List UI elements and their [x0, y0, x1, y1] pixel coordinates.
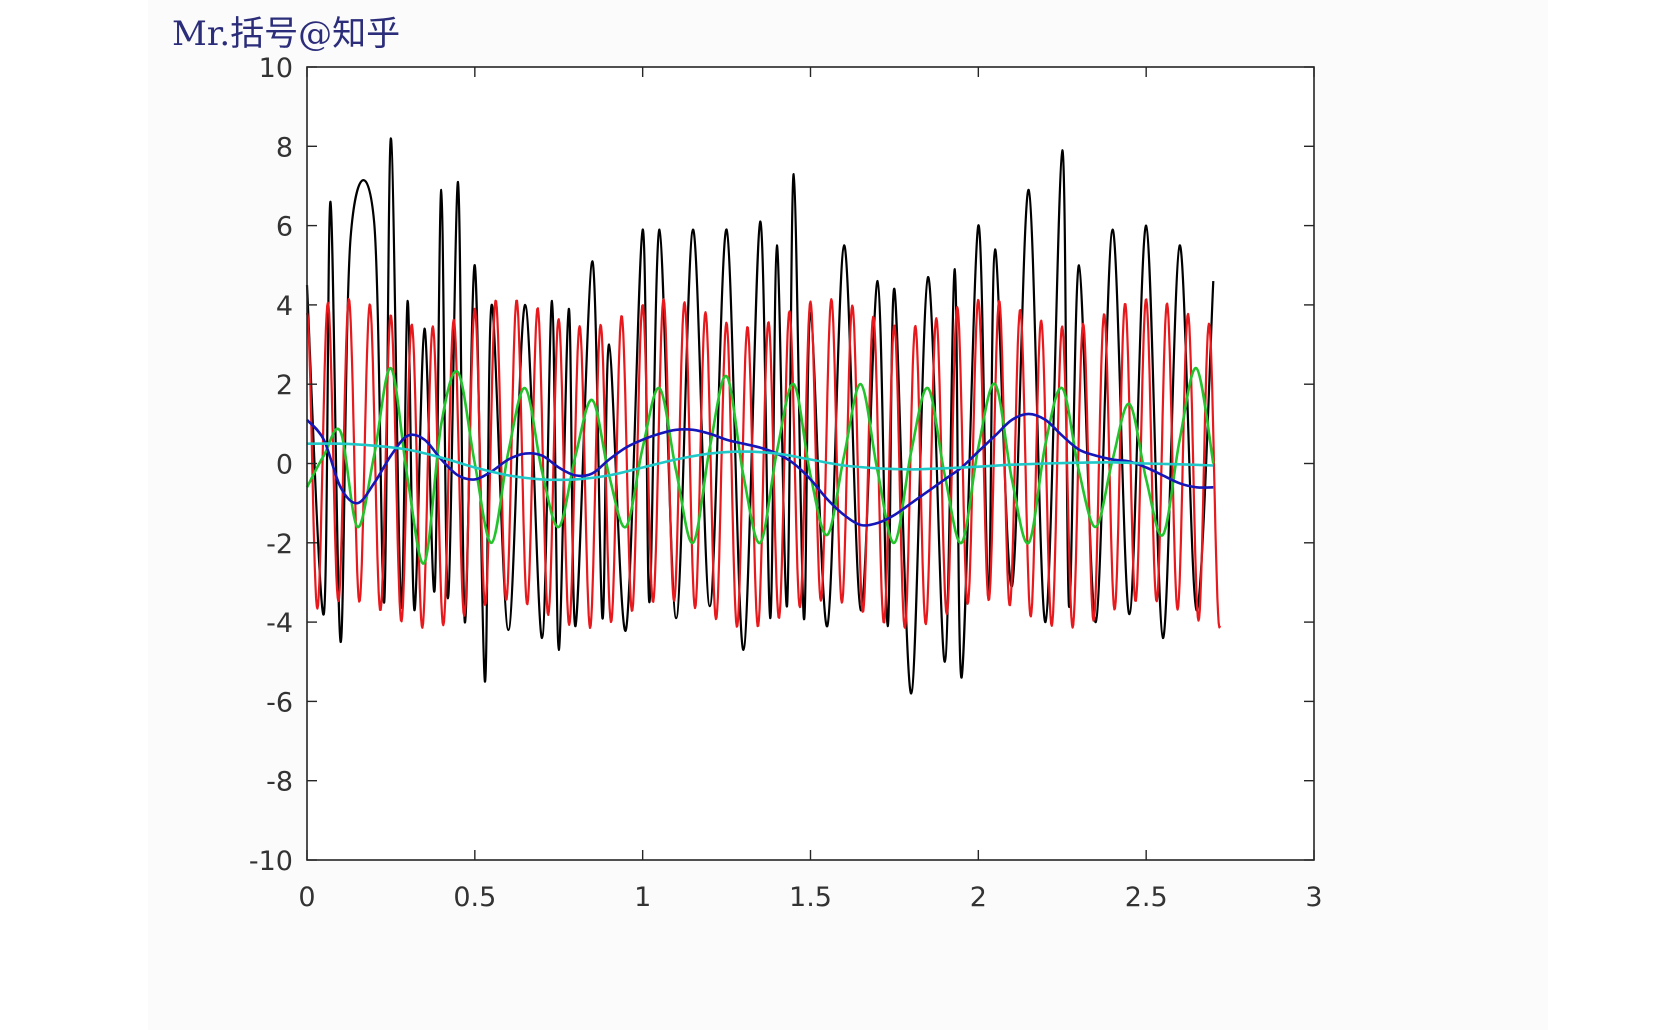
y-tick-label: 0	[276, 450, 293, 481]
y-tick-label: -6	[266, 687, 293, 718]
y-tick-label: -2	[266, 529, 293, 560]
series-green-line	[305, 366, 1215, 565]
tick-layer: 0 0.5 1 1.5 2 2.5 3 -10 -8 -6 -4 -2 0 2 4 6 8 10	[249, 53, 1323, 913]
series-layer	[305, 137, 1222, 695]
x-tick-label: 0	[298, 882, 315, 913]
series-black-line	[305, 137, 1215, 695]
y-tick-label: -4	[266, 608, 293, 639]
watermark-text: Mr.括号@知乎	[172, 14, 401, 54]
x-tick-label: 0.5	[453, 882, 496, 913]
y-tick-label: 6	[276, 212, 293, 243]
y-tick-label: 4	[276, 291, 293, 322]
y-tick-label: 8	[276, 132, 293, 163]
y-tick-label: 10	[259, 53, 293, 84]
x-tick-label: 1	[634, 882, 651, 913]
y-tick-label: -10	[249, 846, 293, 877]
x-tick-label: 1.5	[789, 882, 832, 913]
x-tick-label: 2.5	[1125, 882, 1168, 913]
x-tick-label: 3	[1305, 882, 1322, 913]
series-cyan-line	[306, 442, 1214, 482]
y-tick-label: -8	[266, 767, 293, 798]
x-tick-label: 2	[970, 882, 987, 913]
y-tick-label: 2	[276, 370, 293, 401]
series-blue-line	[306, 412, 1214, 527]
